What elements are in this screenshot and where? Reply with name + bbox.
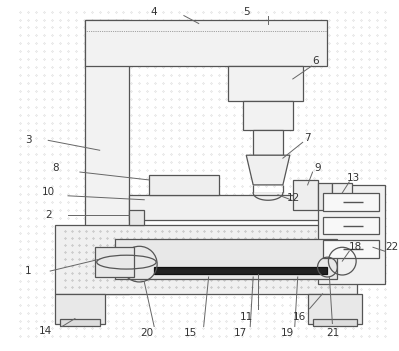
Bar	[324, 240, 379, 258]
Text: 13: 13	[347, 173, 360, 183]
Bar	[95, 247, 134, 277]
Bar	[332, 183, 352, 210]
Text: 8: 8	[52, 163, 59, 173]
Bar	[115, 239, 337, 279]
Text: 12: 12	[287, 193, 300, 203]
Bar	[154, 267, 328, 274]
Bar	[85, 20, 328, 66]
Bar	[228, 66, 303, 101]
Bar	[243, 101, 293, 131]
Bar	[149, 175, 219, 195]
Text: 3: 3	[25, 135, 32, 145]
Text: 10: 10	[41, 187, 55, 197]
Bar	[312, 319, 357, 326]
Bar	[308, 294, 362, 324]
Bar	[129, 210, 144, 225]
Text: 11: 11	[240, 312, 253, 322]
Text: 15: 15	[184, 329, 198, 338]
Bar	[324, 217, 379, 234]
Text: 19: 19	[281, 329, 294, 338]
Bar	[129, 195, 352, 220]
Text: 7: 7	[304, 133, 311, 143]
Text: 9: 9	[314, 163, 321, 173]
Bar	[55, 225, 357, 294]
Bar	[318, 185, 385, 284]
Bar	[318, 183, 332, 210]
Bar	[60, 319, 100, 326]
Text: 4: 4	[151, 7, 158, 16]
Bar	[324, 193, 379, 211]
Text: 16: 16	[293, 312, 306, 322]
Text: 18: 18	[349, 242, 362, 252]
Text: 14: 14	[39, 326, 52, 337]
Bar	[293, 180, 318, 210]
Text: 17: 17	[234, 329, 247, 338]
Text: 1: 1	[25, 266, 32, 276]
Bar	[85, 20, 129, 294]
Text: 5: 5	[243, 7, 249, 16]
Text: 6: 6	[312, 56, 319, 66]
Text: 22: 22	[385, 242, 399, 252]
Text: 20: 20	[141, 329, 154, 338]
Polygon shape	[246, 155, 290, 185]
Text: 2: 2	[45, 210, 51, 220]
Bar	[55, 294, 105, 324]
Text: 21: 21	[326, 329, 339, 338]
Bar	[253, 131, 283, 155]
